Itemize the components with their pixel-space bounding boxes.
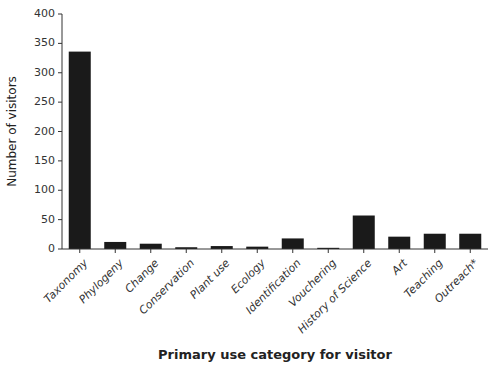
bar xyxy=(282,238,304,249)
x-tick-label: Conservation xyxy=(136,257,197,318)
x-axis: TaxonomyPhylogenyChangeConservationPlant… xyxy=(41,249,488,362)
x-tick xyxy=(79,249,80,253)
x-tick-label: Phylogeny xyxy=(76,256,126,306)
bar xyxy=(104,242,126,249)
y-tick-label: 100 xyxy=(34,183,55,196)
x-tick-label: Outreach* xyxy=(432,256,481,305)
x-tick xyxy=(399,249,400,253)
x-axis-label: Primary use category for visitor xyxy=(158,347,392,362)
bar xyxy=(388,237,410,249)
y-tick xyxy=(58,43,62,44)
chart-container: 0 50 100 150 200 250 300 350 400 Number of visito… xyxy=(0,0,500,367)
y-tick-label: 50 xyxy=(41,213,55,226)
y-tick xyxy=(58,72,62,73)
x-tick-label: History of Science xyxy=(295,256,375,336)
y-tick xyxy=(58,131,62,132)
y-axis: 0 50 100 150 200 250 300 350 400 Number of visito… xyxy=(5,7,62,255)
x-tick xyxy=(292,249,293,253)
y-tick xyxy=(58,190,62,191)
bar xyxy=(459,234,481,249)
x-tick xyxy=(115,249,116,253)
x-tick xyxy=(150,249,151,253)
y-tick xyxy=(58,219,62,220)
x-tick xyxy=(186,249,187,253)
x-tick xyxy=(221,249,222,253)
y-tick-label: 300 xyxy=(34,66,55,79)
y-axis-label: Number of visitors xyxy=(5,76,19,187)
x-tick-label: Plant use xyxy=(187,256,232,301)
page: {"chart_data": {"type": "bar", "categori… xyxy=(0,0,500,367)
bar xyxy=(69,52,91,249)
bar xyxy=(424,234,446,249)
y-tick xyxy=(58,249,62,250)
x-tick xyxy=(434,249,435,253)
y-tick xyxy=(58,160,62,161)
bar xyxy=(140,244,162,249)
bars xyxy=(69,52,482,249)
x-tick-label: Art xyxy=(389,256,411,278)
bar xyxy=(353,216,375,249)
y-tick-label: 350 xyxy=(34,36,55,49)
y-tick-label: 200 xyxy=(34,125,55,138)
x-tick xyxy=(257,249,258,253)
y-tick xyxy=(58,102,62,103)
chart-svg: 0 50 100 150 200 250 300 350 400 Number of visito… xyxy=(0,0,500,367)
y-tick-label: 250 xyxy=(34,95,55,108)
y-tick xyxy=(58,14,62,15)
x-axis-line xyxy=(62,249,488,250)
y-tick-label: 400 xyxy=(34,7,55,20)
x-tick xyxy=(470,249,471,253)
y-tick-label: 150 xyxy=(34,154,55,167)
y-tick-label: 0 xyxy=(48,242,55,255)
x-tick xyxy=(328,249,329,253)
x-tick xyxy=(363,249,364,253)
